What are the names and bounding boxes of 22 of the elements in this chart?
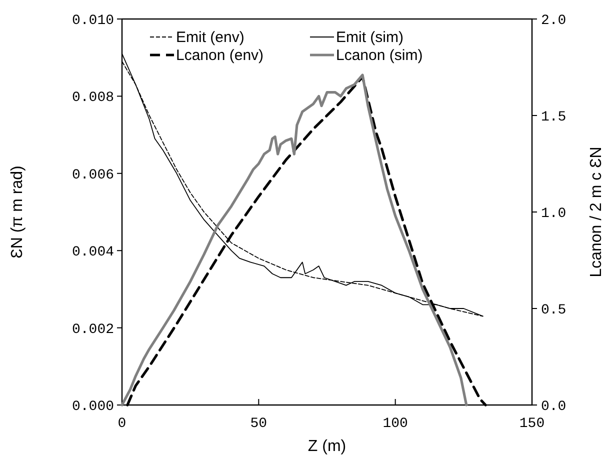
- y-tick-label: 0.000: [72, 399, 114, 415]
- y2-tick-label: 2.0: [541, 13, 566, 29]
- y-tick-label: 0.006: [72, 167, 114, 184]
- y2-tick-label: 1.0: [541, 206, 566, 222]
- y2-tick-label: 1.5: [541, 110, 566, 126]
- legend-label: Lcanon (env): [176, 47, 264, 64]
- y-tick-label: 0.010: [72, 13, 114, 29]
- x-tick-label: 100: [382, 416, 408, 432]
- legend-label: Emit (sim): [336, 29, 404, 46]
- x-tick-label: 0: [118, 416, 126, 432]
- x-axis-title: Z (m): [308, 438, 346, 455]
- y-tick-label: 0.008: [72, 90, 114, 106]
- legend-label: Lcanon (sim): [336, 47, 423, 64]
- x-tick-label: 150: [519, 416, 545, 432]
- y2-tick-label: 0.5: [541, 302, 566, 318]
- legend-label: Emit (env): [176, 29, 244, 46]
- y-tick-label: 0.002: [72, 322, 114, 338]
- y2-tick-label: 0.0: [541, 399, 566, 415]
- y-axis-title: ƐN (π m rad): [9, 166, 26, 258]
- y2-axis-title: Lcanon / 2 m c ƐN: [588, 146, 605, 278]
- y-tick-label: 0.004: [72, 244, 114, 261]
- x-tick-label: 50: [250, 416, 268, 432]
